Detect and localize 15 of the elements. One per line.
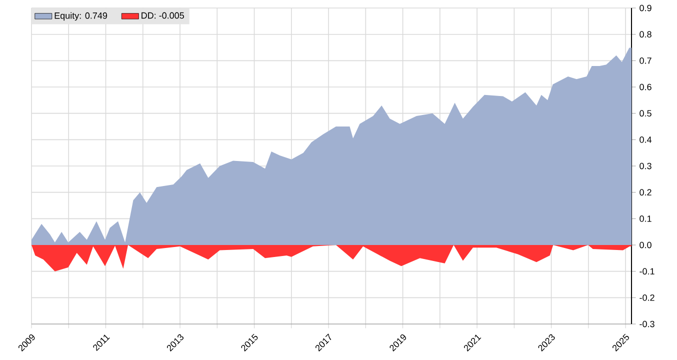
- y-tick-label: 0.5: [640, 110, 652, 117]
- legend-label: Equity: 0.749: [54, 12, 108, 21]
- legend-label: DD: -0.005: [142, 12, 184, 19]
- y-tick-label: 0.2: [640, 189, 652, 196]
- y-tick-label: 0.3: [640, 162, 652, 170]
- y-tick-label: -0.2: [640, 294, 654, 301]
- y-tick-label: 0.0: [640, 242, 652, 248]
- y-tick-label: 0.6: [640, 84, 652, 90]
- y-tick-label: 0.9: [640, 4, 652, 12]
- y-tick-label: 0.4: [640, 136, 652, 143]
- y-tick-label: 0.8: [640, 31, 652, 38]
- y-tick-label: 0.7: [640, 57, 652, 64]
- y-tick-label: -0.1: [640, 268, 654, 275]
- y-tick-label: 0.1: [640, 215, 652, 222]
- y-tick-label: -0.3: [640, 320, 654, 328]
